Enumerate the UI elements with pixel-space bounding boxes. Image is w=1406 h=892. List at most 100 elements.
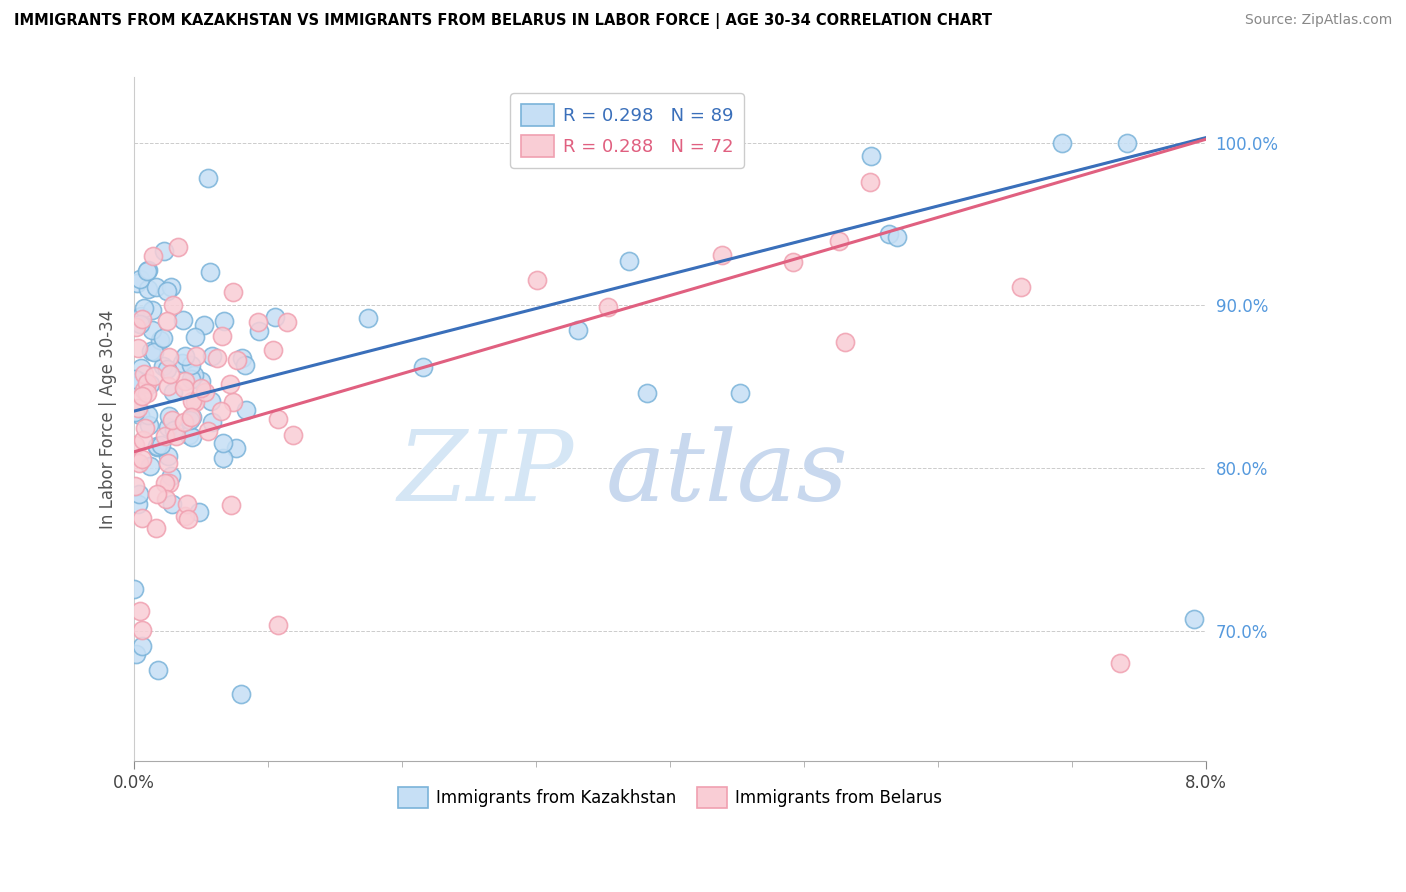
Point — [149, 333, 172, 347]
Point — [209, 403, 232, 417]
Point — [131, 639, 153, 653]
Point — [173, 381, 195, 395]
Point — [247, 315, 270, 329]
Point — [127, 377, 149, 392]
Point — [412, 360, 434, 375]
Text: Source: ZipAtlas.com: Source: ZipAtlas.com — [1244, 13, 1392, 28]
Point — [180, 409, 202, 424]
Point — [782, 254, 804, 268]
Point — [159, 350, 181, 364]
Point — [180, 409, 202, 424]
Point — [125, 392, 148, 407]
Point — [143, 368, 166, 383]
Point — [141, 323, 163, 337]
Point — [1052, 136, 1074, 150]
Point — [190, 374, 212, 388]
Point — [193, 318, 215, 333]
Point — [173, 415, 195, 429]
Point — [231, 351, 253, 365]
Point — [131, 452, 153, 467]
Point — [1182, 612, 1205, 626]
Point — [136, 263, 159, 277]
Point — [152, 359, 174, 373]
Point — [125, 319, 148, 334]
Point — [156, 420, 179, 434]
Point — [235, 402, 257, 417]
Point — [128, 374, 150, 388]
Point — [172, 355, 194, 369]
Point — [131, 624, 153, 638]
Point — [200, 415, 222, 429]
Point — [173, 375, 195, 389]
Point — [877, 227, 900, 242]
Point — [134, 367, 156, 381]
Point — [141, 303, 163, 318]
Point — [183, 368, 205, 382]
Point — [162, 384, 184, 399]
Text: ZIP: ZIP — [398, 426, 574, 522]
Point — [159, 280, 181, 294]
Point — [200, 265, 222, 279]
Point — [163, 423, 186, 437]
Point — [886, 230, 908, 244]
Point — [146, 663, 169, 677]
Point — [127, 379, 149, 393]
Point — [567, 322, 589, 336]
Point — [145, 280, 167, 294]
Point — [129, 309, 152, 323]
Point — [283, 427, 305, 442]
Point — [225, 353, 247, 368]
Point — [617, 254, 640, 268]
Point — [1115, 136, 1137, 150]
Point — [834, 334, 856, 349]
Point — [146, 439, 169, 453]
Point — [180, 359, 202, 373]
Point — [197, 424, 219, 438]
Point — [267, 412, 290, 426]
Point — [136, 409, 159, 423]
Point — [150, 438, 173, 452]
Point — [157, 476, 180, 491]
Point — [124, 405, 146, 419]
Point — [162, 298, 184, 312]
Point — [153, 428, 176, 442]
Point — [173, 509, 195, 524]
Point — [127, 401, 149, 415]
Point — [267, 617, 290, 632]
Point — [128, 487, 150, 501]
Point — [184, 349, 207, 363]
Point — [139, 344, 162, 359]
Point — [711, 248, 734, 262]
Point — [146, 440, 169, 454]
Point — [160, 413, 183, 427]
Point — [598, 300, 620, 314]
Point — [1109, 657, 1132, 671]
Point — [179, 413, 201, 427]
Point — [136, 264, 159, 278]
Point — [200, 393, 222, 408]
Point — [636, 386, 658, 401]
Point — [132, 301, 155, 315]
Point — [124, 438, 146, 452]
Point — [155, 492, 177, 507]
Point — [139, 376, 162, 391]
Legend: Immigrants from Kazakhstan, Immigrants from Belarus: Immigrants from Kazakhstan, Immigrants f… — [391, 780, 949, 814]
Point — [225, 442, 247, 456]
Text: atlas: atlas — [606, 426, 848, 522]
Point — [129, 317, 152, 331]
Point — [828, 234, 851, 248]
Point — [129, 604, 152, 618]
Point — [124, 582, 146, 597]
Point — [190, 381, 212, 395]
Point — [125, 276, 148, 290]
Point — [124, 479, 146, 493]
Point — [181, 430, 204, 444]
Point — [157, 409, 180, 424]
Point — [127, 341, 149, 355]
Point — [142, 249, 165, 263]
Point — [167, 240, 190, 254]
Point — [201, 349, 224, 363]
Point — [219, 376, 242, 391]
Point — [184, 395, 207, 409]
Point — [221, 498, 243, 512]
